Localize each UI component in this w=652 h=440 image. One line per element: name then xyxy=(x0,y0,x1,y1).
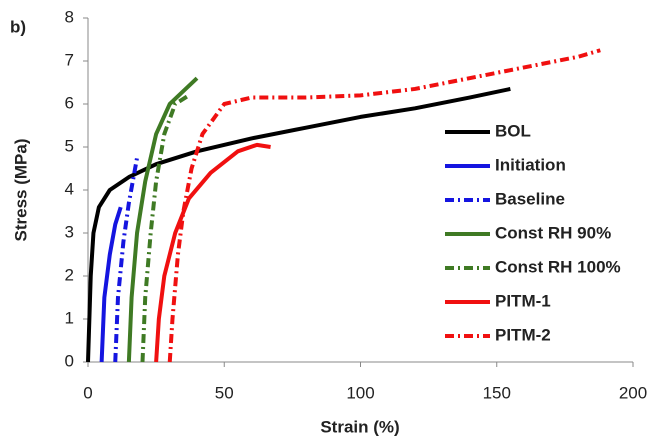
series-line xyxy=(99,206,123,363)
y-tick-label: 6 xyxy=(65,93,74,112)
y-tick-label: 5 xyxy=(65,136,74,155)
y-tick-label: 3 xyxy=(65,222,74,241)
legend-label: BOL xyxy=(495,121,531,140)
legend-label: Baseline xyxy=(495,189,565,208)
y-tick-label: 4 xyxy=(65,179,74,198)
series-line xyxy=(126,76,199,363)
x-axis-title: Strain (%) xyxy=(320,417,399,436)
y-tick-label: 8 xyxy=(65,7,74,26)
series-line xyxy=(154,142,271,363)
x-tick-label: 100 xyxy=(346,383,374,402)
series-line xyxy=(140,93,190,363)
y-tick-label: 7 xyxy=(65,50,74,69)
legend-label: Const RH 90% xyxy=(495,223,611,242)
legend-label: Const RH 100% xyxy=(495,257,621,276)
y-tick-label: 2 xyxy=(65,265,74,284)
series-line xyxy=(167,48,601,363)
legend-label: PITM-1 xyxy=(495,291,551,310)
y-axis-title: Stress (MPa) xyxy=(11,139,30,242)
x-tick-label: 50 xyxy=(215,383,234,402)
series-line xyxy=(86,86,511,363)
panel-label: b) xyxy=(10,17,26,36)
legend-label: PITM-2 xyxy=(495,325,551,344)
series-line xyxy=(113,157,140,363)
y-tick-label: 1 xyxy=(65,308,74,327)
y-tick-label: 0 xyxy=(65,351,74,370)
x-tick-label: 150 xyxy=(483,383,511,402)
x-tick-label: 0 xyxy=(83,383,92,402)
x-tick-label: 200 xyxy=(619,383,647,402)
legend-label: Initiation xyxy=(495,155,566,174)
